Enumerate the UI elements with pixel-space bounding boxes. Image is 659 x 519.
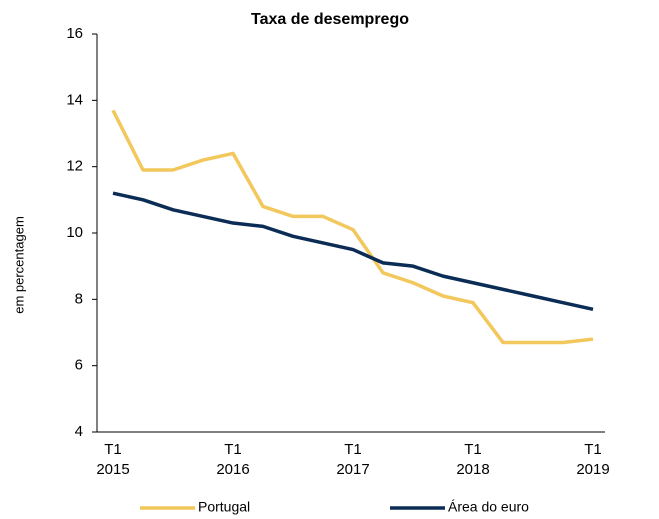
y-axis-label: em percentagem: [11, 216, 26, 314]
legend-label: Portugal: [198, 499, 250, 515]
series-line: [112, 191, 594, 311]
x-tick-label: T1 2018: [456, 441, 490, 478]
x-tick-label: T1 2017: [336, 441, 370, 478]
y-tick-label: 10: [66, 224, 83, 241]
y-tick-label: 8: [75, 290, 83, 307]
y-tick-label: 16: [66, 25, 83, 42]
chart-title: Taxa de desemprego: [251, 11, 409, 28]
x-tick-label: T1 2016: [216, 441, 250, 478]
legend-label: Área do euro: [448, 499, 529, 515]
y-tick-label: 12: [66, 158, 83, 175]
y-tick-label: 6: [75, 357, 83, 374]
x-tick-label: T1 2015: [96, 441, 130, 478]
y-tick-label: 4: [75, 423, 83, 440]
x-tick-label: T1 2019: [576, 441, 610, 478]
series-line: [111, 109, 594, 345]
y-tick-label: 14: [66, 91, 83, 108]
